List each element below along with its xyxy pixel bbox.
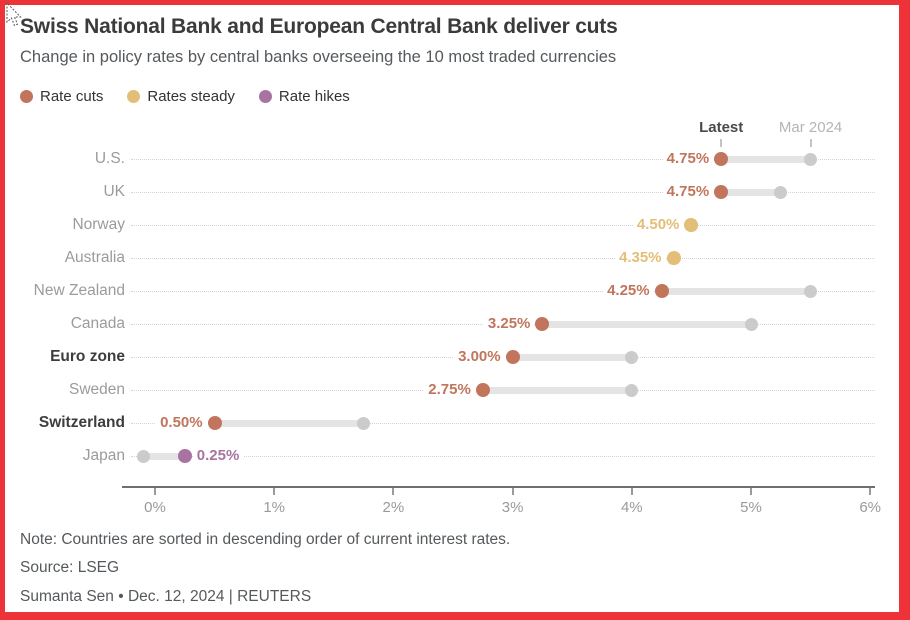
x-axis-tick [273,488,276,495]
previous-dot [625,383,639,397]
x-axis-label: 3% [501,499,524,516]
row-connector-bar [143,452,185,460]
frame-border-left [0,0,5,620]
legend: Rate cuts Rates steady Rate hikes [20,88,350,105]
row-guide-line [131,192,875,193]
x-axis-tick [154,488,156,495]
latest-dot [535,317,550,331]
latest-dot [654,284,669,298]
country-label: Norway [72,216,125,233]
latest-value-label: 0.25% [192,445,244,467]
latest-value-label: 4.75% [662,181,714,203]
latest-dot [505,350,520,364]
previous-dot [774,185,788,199]
legend-label: Rate cuts [40,88,104,105]
frame-border-bottom [0,612,910,620]
latest-value-label: 2.75% [424,379,475,401]
previous-dot [804,152,818,166]
row-guide-line [131,225,875,226]
cut-dot-icon [20,90,33,103]
latest-value-label: 4.35% [614,247,666,269]
row-guide-line [131,456,875,457]
x-axis-line [122,486,875,488]
mouse-cursor-icon [6,2,22,27]
country-label: Australia [64,249,125,266]
x-axis-tick [869,488,872,495]
chart-byline: Sumanta Sen • Dec. 12, 2024 | REUTERS [20,588,312,605]
row-guide-line [131,291,875,292]
row-guide-line [131,423,875,424]
header-latest-tick [720,139,723,147]
legend-item-cut: Rate cuts [20,88,103,105]
row-connector-bar [214,419,364,427]
previous-dot [625,350,639,364]
latest-value-label: 3.00% [454,346,505,368]
previous-dot [744,317,758,331]
x-axis-tick [750,488,752,495]
x-axis-tick [511,488,514,495]
latest-value-label: 4.75% [662,148,714,170]
country-label: New Zealand [33,282,125,299]
latest-value-label: 4.25% [603,280,654,302]
latest-dot [714,185,729,199]
country-label: Switzerland [38,414,125,431]
steady-dot-icon [127,90,141,103]
country-label: Euro zone [50,348,125,365]
x-axis-label: 1% [263,499,286,516]
x-axis-label: 6% [859,499,882,516]
row-connector-bar [721,188,781,196]
x-axis-tick [392,488,395,495]
frame-border-top [0,0,910,5]
row-connector-bar [661,287,811,295]
row-guide-line [131,258,875,259]
legend-label: Rates steady [147,88,235,105]
previous-dot [136,449,150,463]
latest-dot [684,218,699,232]
country-label: Japan [82,447,125,464]
country-label: Canada [70,315,125,332]
latest-value-label: 0.50% [156,412,207,434]
latest-dot [177,449,192,463]
legend-item-hike: Rate hikes [258,88,350,105]
country-label: UK [103,183,125,200]
x-axis-tick [630,488,633,495]
row-connector-bar [512,353,632,361]
latest-dot [666,251,681,265]
previous-dot [804,284,818,298]
x-axis-label: 5% [740,499,762,516]
latest-dot [475,383,490,397]
hike-dot-icon [258,90,272,103]
header-previous-label: Mar 2024 [778,119,843,136]
chart-source: Source: LSEG [20,559,120,576]
x-axis-label: 4% [620,499,643,516]
x-axis-label: 0% [144,499,166,516]
row-connector-bar [542,320,751,328]
frame-border-right [899,0,910,620]
page-subtitle: Change in policy rates by central banks … [20,48,617,66]
latest-dot [207,416,222,430]
country-label: U.S. [94,150,125,167]
legend-item-steady: Rates steady [127,88,235,105]
row-connector-bar [721,155,811,163]
page-title: Swiss National Bank and European Central… [20,15,618,38]
latest-value-label: 3.25% [483,313,535,335]
x-axis-label: 2% [382,499,405,516]
row-guide-line [131,159,875,160]
chart-note: Note: Countries are sorted in descending… [20,531,511,548]
header-latest-label: Latest [699,119,744,136]
row-connector-bar [482,386,632,394]
latest-dot [714,152,729,166]
previous-dot [357,416,371,430]
country-label: Sweden [68,381,125,398]
legend-label: Rate hikes [278,88,350,105]
header-previous-tick [809,139,812,147]
latest-value-label: 4.50% [632,214,684,236]
